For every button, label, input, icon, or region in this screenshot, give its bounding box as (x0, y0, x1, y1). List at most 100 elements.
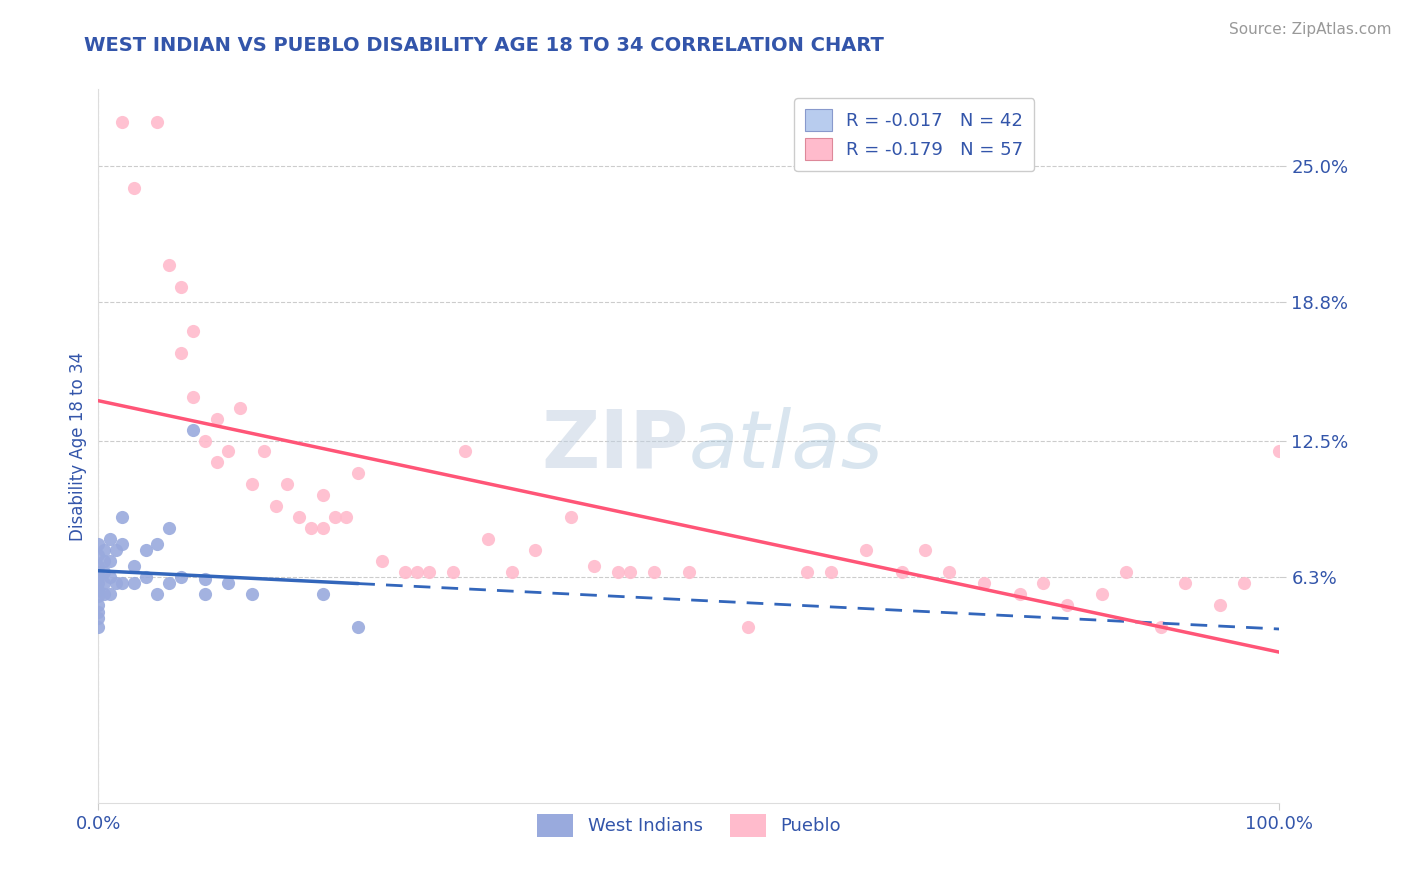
Point (135, 569, 157, 583)
Point (1174, 576, 1197, 591)
Point (453, 444, 475, 458)
Point (122, 576, 145, 591)
Point (105, 543, 128, 558)
Point (146, 537, 169, 551)
Point (1209, 598, 1232, 612)
Point (678, 566, 700, 580)
Legend: West Indians, Pueblo: West Indians, Pueblo (530, 807, 848, 844)
Point (312, 488, 335, 502)
Point (111, 510, 134, 524)
Text: Source: ZipAtlas.com: Source: ZipAtlas.com (1229, 22, 1392, 37)
Point (87, 611, 110, 625)
Point (87, 620, 110, 634)
Point (217, 576, 239, 591)
Point (105, 576, 128, 591)
Point (146, 587, 169, 601)
Point (643, 566, 665, 580)
Point (1150, 620, 1173, 634)
Point (87, 558, 110, 573)
Point (1268, 444, 1291, 458)
Point (87, 576, 110, 591)
Point (914, 543, 936, 558)
Point (205, 455, 228, 469)
Point (157, 258, 180, 272)
Point (347, 620, 370, 634)
Point (855, 543, 877, 558)
Text: atlas: atlas (689, 407, 884, 485)
Point (1091, 587, 1114, 601)
Point (619, 566, 641, 580)
Point (323, 510, 346, 524)
Point (93, 576, 115, 591)
Point (1008, 587, 1031, 601)
Point (820, 566, 842, 580)
Point (312, 521, 335, 535)
Point (1032, 576, 1054, 591)
Point (1056, 598, 1078, 612)
Point (87, 605, 110, 619)
Point (441, 566, 464, 580)
Point (111, 115, 134, 129)
Point (181, 390, 204, 404)
Point (288, 510, 311, 524)
Point (406, 566, 429, 580)
Point (93, 543, 115, 558)
Point (87, 548, 110, 562)
Point (93, 554, 115, 568)
Point (157, 576, 180, 591)
Point (737, 620, 759, 634)
Y-axis label: Disability Age 18 to 34: Disability Age 18 to 34 (69, 351, 87, 541)
Point (607, 566, 630, 580)
Point (335, 510, 357, 524)
Point (181, 324, 204, 338)
Point (122, 181, 145, 195)
Point (418, 566, 440, 580)
Point (170, 280, 193, 294)
Point (194, 434, 217, 448)
Point (524, 543, 547, 558)
Point (122, 558, 145, 573)
Text: ZIP: ZIP (541, 407, 689, 485)
Point (170, 345, 193, 359)
Point (194, 572, 217, 586)
Point (87, 598, 110, 612)
Point (501, 566, 523, 580)
Point (87, 582, 110, 597)
Point (157, 521, 180, 535)
Point (229, 401, 252, 415)
Point (93, 566, 115, 580)
Point (111, 576, 134, 591)
Point (87, 537, 110, 551)
Point (796, 566, 818, 580)
Point (93, 587, 115, 601)
Point (217, 444, 239, 458)
Point (477, 533, 499, 547)
Point (240, 587, 263, 601)
Point (253, 444, 276, 458)
Point (560, 510, 582, 524)
Point (205, 411, 228, 425)
Point (98, 554, 121, 568)
Text: WEST INDIAN VS PUEBLO DISABILITY AGE 18 TO 34 CORRELATION CHART: WEST INDIAN VS PUEBLO DISABILITY AGE 18 … (84, 36, 884, 54)
Point (111, 537, 134, 551)
Point (394, 566, 416, 580)
Point (135, 543, 157, 558)
Point (98, 587, 121, 601)
Point (371, 554, 394, 568)
Point (1115, 566, 1137, 580)
Point (87, 566, 110, 580)
Point (973, 576, 995, 591)
Point (347, 467, 370, 481)
Point (194, 587, 217, 601)
Point (98, 569, 121, 583)
Point (276, 477, 298, 491)
Point (98, 533, 121, 547)
Point (240, 477, 263, 491)
Point (1233, 576, 1256, 591)
Point (938, 566, 960, 580)
Point (583, 558, 606, 573)
Point (312, 587, 335, 601)
Point (264, 500, 287, 514)
Point (170, 569, 193, 583)
Point (181, 423, 204, 437)
